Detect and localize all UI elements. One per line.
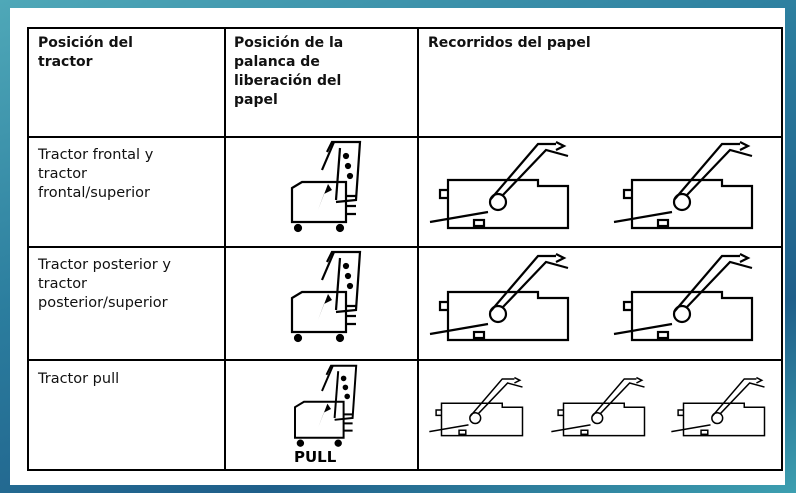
lever-illustration (293, 364, 358, 447)
paper-path-illustration (428, 376, 524, 437)
paper-path-illustration (612, 252, 754, 342)
paper-path-illustration (550, 376, 646, 437)
paper-path-illustration (670, 376, 766, 437)
table-panel: Posición del tractor Posición de la pala… (10, 8, 785, 485)
lever-illustration (290, 250, 362, 343)
header-cell: Posición del tractor (38, 35, 133, 70)
lever-label: PULL (294, 448, 337, 466)
lever-illustration (290, 140, 362, 233)
table-drawing (27, 27, 783, 471)
paper-path-illustration (612, 140, 754, 230)
row-label: Tractor posterior y tractor posterior/su… (38, 257, 171, 311)
paper-path-illustration (428, 140, 570, 230)
row-label: Tractor frontal y tractor frontal/superi… (38, 147, 154, 201)
header-cell: Recorridos del papel (428, 35, 591, 51)
row-label: Tractor pull (38, 371, 120, 387)
header-cell: Posición de la palanca de liberación del… (234, 35, 344, 108)
table-grid (27, 27, 783, 471)
paper-path-illustration (428, 252, 570, 342)
